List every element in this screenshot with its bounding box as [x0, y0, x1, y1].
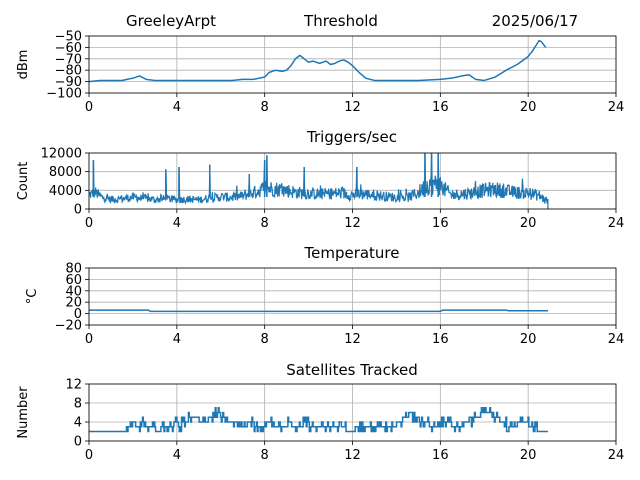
x-tick-label: 8	[261, 448, 269, 463]
y-tick-label: −80	[55, 64, 82, 79]
x-tick-label: 16	[432, 448, 449, 463]
x-tick-label: 4	[173, 100, 181, 115]
x-tick-label: 12	[344, 332, 361, 347]
y-tick-label: 4000	[49, 184, 82, 199]
y-tick-label: 40	[65, 284, 82, 299]
panel-title: Threshold	[303, 12, 378, 30]
y-tick-label: −60	[55, 41, 82, 56]
y-tick-label: −50	[55, 30, 82, 45]
y-tick-label: 0	[74, 435, 82, 450]
panel-title: Satellites Tracked	[286, 361, 417, 379]
x-tick-label: 4	[173, 448, 181, 463]
y-tick-label: 12	[65, 378, 82, 393]
y-tick-label: 0	[74, 203, 82, 218]
x-tick-label: 8	[261, 216, 269, 231]
x-tick-label: 16	[432, 100, 449, 115]
x-tick-label: 4	[173, 216, 181, 231]
y-axis-label: Count	[16, 162, 31, 201]
panel-title: Triggers/sec	[306, 128, 397, 146]
y-axis-label: °C	[25, 289, 40, 305]
y-tick-label: −100	[46, 87, 82, 102]
series-line	[88, 39, 547, 83]
panel-1: 0 4 8 12 16 20 24 −100−90−80−70−60−50 Threshold d…	[16, 12, 624, 115]
x-tick-label: 0	[85, 216, 93, 231]
x-tick-label: 16	[432, 332, 449, 347]
y-tick-label: 8	[74, 397, 82, 412]
y-tick-label: −70	[55, 52, 82, 67]
y-tick-label: 60	[65, 273, 82, 288]
x-tick-label: 24	[608, 216, 625, 231]
x-tick-label: 20	[520, 332, 537, 347]
panel-4: 0 4 8 12 16 20 24 0 4 8 12 Satellites Tracked Number	[16, 361, 624, 463]
x-tick-label: 12	[344, 448, 361, 463]
date-label: 2025/06/17	[492, 12, 578, 30]
panel-2: 0 4 8 12 16 20 24 0 4000 8000 12000 Triggers/sec Cou…	[16, 128, 624, 231]
x-tick-label: 12	[344, 216, 361, 231]
y-tick-label: 8000	[49, 165, 82, 180]
y-tick-label: −20	[55, 319, 82, 334]
x-tick-label: 8	[261, 332, 269, 347]
x-tick-label: 0	[85, 448, 93, 463]
y-tick-label: 80	[65, 262, 82, 277]
x-tick-label: 20	[520, 216, 537, 231]
x-tick-label: 24	[608, 448, 625, 463]
x-tick-label: 24	[608, 100, 625, 115]
station-label: GreeleyArpt	[126, 12, 216, 30]
series-line	[88, 152, 549, 209]
series-line	[89, 309, 548, 313]
series-line	[89, 407, 548, 433]
x-tick-label: 12	[344, 100, 361, 115]
panel-title: Temperature	[303, 244, 399, 262]
y-tick-label: 12000	[41, 147, 82, 162]
y-tick-label: 0	[74, 307, 82, 322]
chart-panels: 0 4 8 12 16 20 24 −100−90−80−70−60−50 Threshold d…	[16, 12, 624, 463]
y-axis-label: dBm	[16, 50, 31, 80]
x-tick-label: 0	[85, 332, 93, 347]
y-tick-label: 4	[74, 416, 82, 431]
x-tick-label: 20	[520, 448, 537, 463]
x-tick-label: 24	[608, 332, 625, 347]
y-tick-label: 20	[65, 296, 82, 311]
x-tick-label: 4	[173, 332, 181, 347]
y-tick-label: −90	[55, 75, 82, 90]
x-tick-label: 8	[261, 100, 269, 115]
x-tick-label: 16	[432, 216, 449, 231]
x-tick-label: 20	[520, 100, 537, 115]
x-tick-label: 0	[85, 100, 93, 115]
y-axis-label: Number	[16, 386, 31, 439]
